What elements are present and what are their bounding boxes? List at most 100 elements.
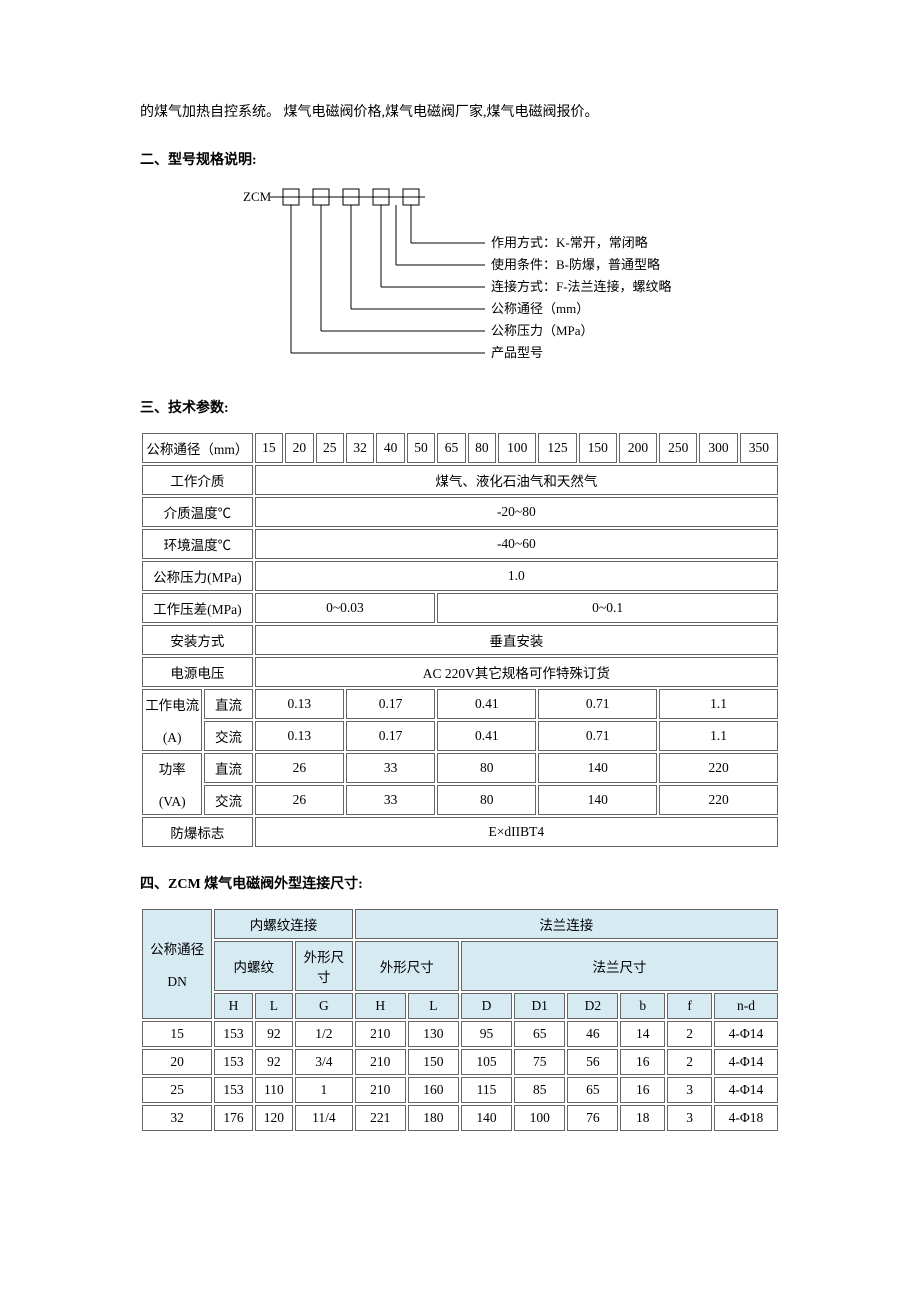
cell-value: 220 xyxy=(659,785,778,815)
cell-value: 1/2 xyxy=(295,1021,353,1047)
col-H2: H xyxy=(355,993,406,1019)
cell-value: 16 xyxy=(620,1049,665,1075)
cell-size: 20 xyxy=(285,433,313,463)
cell-value: 150 xyxy=(408,1049,459,1075)
cell-size: 150 xyxy=(579,433,617,463)
cell-label: 环境温度℃ xyxy=(142,529,253,559)
cell-value: 210 xyxy=(355,1049,406,1075)
table-row: 工作电流 (A) 直流 0.13 0.17 0.41 0.71 1.1 xyxy=(142,689,778,719)
cell-value: 120 xyxy=(255,1105,293,1131)
col-nd: n-d xyxy=(714,993,778,1019)
cell-value: 16 xyxy=(620,1077,665,1103)
cell-value: 210 xyxy=(355,1077,406,1103)
cell-value: 11/4 xyxy=(295,1105,353,1131)
sub-shape: 外形尺寸 xyxy=(295,941,353,991)
intro-paragraph: 的煤气加热自控系统。 煤气电磁阀价格,煤气电磁阀厂家,煤气电磁阀报价。 xyxy=(140,100,780,125)
cell-value: 100 xyxy=(514,1105,565,1131)
cell-value: 33 xyxy=(346,753,435,783)
cell-value: 0~0.1 xyxy=(437,593,778,623)
cell-value: 20 xyxy=(142,1049,212,1075)
cell-value: 14 xyxy=(620,1021,665,1047)
table-row: 内螺纹 外形尺寸 外形尺寸 法兰尺寸 xyxy=(142,941,778,991)
model-spec-diagram: ZCM 作用方式：K-常开，常闭略 使用条件：B-防爆 xyxy=(140,183,780,373)
cell-value: 65 xyxy=(567,1077,618,1103)
cell-value: 85 xyxy=(514,1077,565,1103)
table-row: 公称压力(MPa) 1.0 xyxy=(142,561,778,591)
table-row: 25153110121016011585651634-Φ14 xyxy=(142,1077,778,1103)
cell-value: 140 xyxy=(461,1105,512,1131)
diagram-line-2: 使用条件：B-防爆，普通型略 xyxy=(491,257,660,272)
cell-size: 300 xyxy=(699,433,737,463)
cell-label: 交流 xyxy=(204,721,252,751)
dimensions-table: 公称通径 DN 内螺纹连接 法兰连接 内螺纹 外形尺寸 外形尺寸 法兰尺寸 H … xyxy=(140,907,780,1133)
col-D2: D2 xyxy=(567,993,618,1019)
diagram-line-5: 公称压力（MPa） xyxy=(491,323,594,338)
cell-value: 1 xyxy=(295,1077,353,1103)
cell-size: 65 xyxy=(437,433,465,463)
sub-thread: 内螺纹 xyxy=(214,941,293,991)
cell-value: 176 xyxy=(214,1105,252,1131)
cell-value: 0~0.03 xyxy=(255,593,436,623)
cell-value: 140 xyxy=(538,753,657,783)
col-D: D xyxy=(461,993,512,1019)
cell-value: 0.41 xyxy=(437,689,536,719)
cell-value: 92 xyxy=(255,1021,293,1047)
section-3-title: 三、技术参数: xyxy=(140,397,780,417)
cell-size: 125 xyxy=(538,433,576,463)
cell-value: 153 xyxy=(214,1077,252,1103)
col-L: L xyxy=(255,993,293,1019)
cell-value: 115 xyxy=(461,1077,512,1103)
cell-label: 安装方式 xyxy=(142,625,253,655)
cell-size: 200 xyxy=(619,433,657,463)
table-row: 交流 26 33 80 140 220 xyxy=(142,785,778,815)
cell-value: 110 xyxy=(255,1077,293,1103)
cell-value: -20~80 xyxy=(255,497,778,527)
cell-value: 56 xyxy=(567,1049,618,1075)
cell-value: 25 xyxy=(142,1077,212,1103)
cell-value: 4-Φ14 xyxy=(714,1021,778,1047)
cell-label: 防爆标志 xyxy=(142,817,253,847)
diagram-line-6: 产品型号 xyxy=(491,345,543,360)
col-f: f xyxy=(667,993,712,1019)
cell-value: 1.1 xyxy=(659,689,778,719)
table-row: H L G H L D D1 D2 b f n-d xyxy=(142,993,778,1019)
cell-value: 垂直安装 xyxy=(255,625,778,655)
cell-value: 80 xyxy=(437,785,536,815)
cell-value: 3 xyxy=(667,1077,712,1103)
cell-value: E×dIIBT4 xyxy=(255,817,778,847)
table-row: 15153921/22101309565461424-Φ14 xyxy=(142,1021,778,1047)
cell-nominal-dia-label: 公称通径（mm） xyxy=(142,433,253,463)
table-row: 安装方式 垂直安装 xyxy=(142,625,778,655)
cell-value: 2 xyxy=(667,1021,712,1047)
section-4-title: 四、ZCM 煤气电磁阀外型连接尺寸: xyxy=(140,873,780,893)
table-row: 环境温度℃ -40~60 xyxy=(142,529,778,559)
cell-value: 4-Φ18 xyxy=(714,1105,778,1131)
cell-value: 92 xyxy=(255,1049,293,1075)
cell-value: 75 xyxy=(514,1049,565,1075)
diagram-svg: ZCM 作用方式：K-常开，常闭略 使用条件：B-防爆 xyxy=(225,183,695,373)
cell-label: 直流 xyxy=(204,689,252,719)
cell-value: 105 xyxy=(461,1049,512,1075)
cell-value: 76 xyxy=(567,1105,618,1131)
cell-value: 140 xyxy=(538,785,657,815)
col-dn: 公称通径 DN xyxy=(142,909,212,1019)
cell-label: 工作介质 xyxy=(142,465,253,495)
cell-current-group: 工作电流 (A) xyxy=(142,689,202,751)
table-row: 电源电压 AC 220V其它规格可作特殊订货 xyxy=(142,657,778,687)
table-row: 公称通径（mm） 15 20 25 32 40 50 65 80 100 125… xyxy=(142,433,778,463)
cell-value: 153 xyxy=(214,1021,252,1047)
section-2-title: 二、型号规格说明: xyxy=(140,149,780,169)
document-page: 的煤气加热自控系统。 煤气电磁阀价格,煤气电磁阀厂家,煤气电磁阀报价。 二、型号… xyxy=(0,0,920,1191)
diagram-line-4: 公称通径（mm） xyxy=(491,301,589,316)
cell-label: 交流 xyxy=(204,785,252,815)
group-thread: 内螺纹连接 xyxy=(214,909,352,939)
cell-value: 153 xyxy=(214,1049,252,1075)
table-row: 20153923/421015010575561624-Φ14 xyxy=(142,1049,778,1075)
table-row: 工作压差(MPa) 0~0.03 0~0.1 xyxy=(142,593,778,623)
cell-value: 210 xyxy=(355,1021,406,1047)
cell-size: 15 xyxy=(255,433,283,463)
cell-value: 煤气、液化石油气和天然气 xyxy=(255,465,778,495)
cell-value: 3 xyxy=(667,1105,712,1131)
table-row: 公称通径 DN 内螺纹连接 法兰连接 xyxy=(142,909,778,939)
table-row: 介质温度℃ -20~80 xyxy=(142,497,778,527)
